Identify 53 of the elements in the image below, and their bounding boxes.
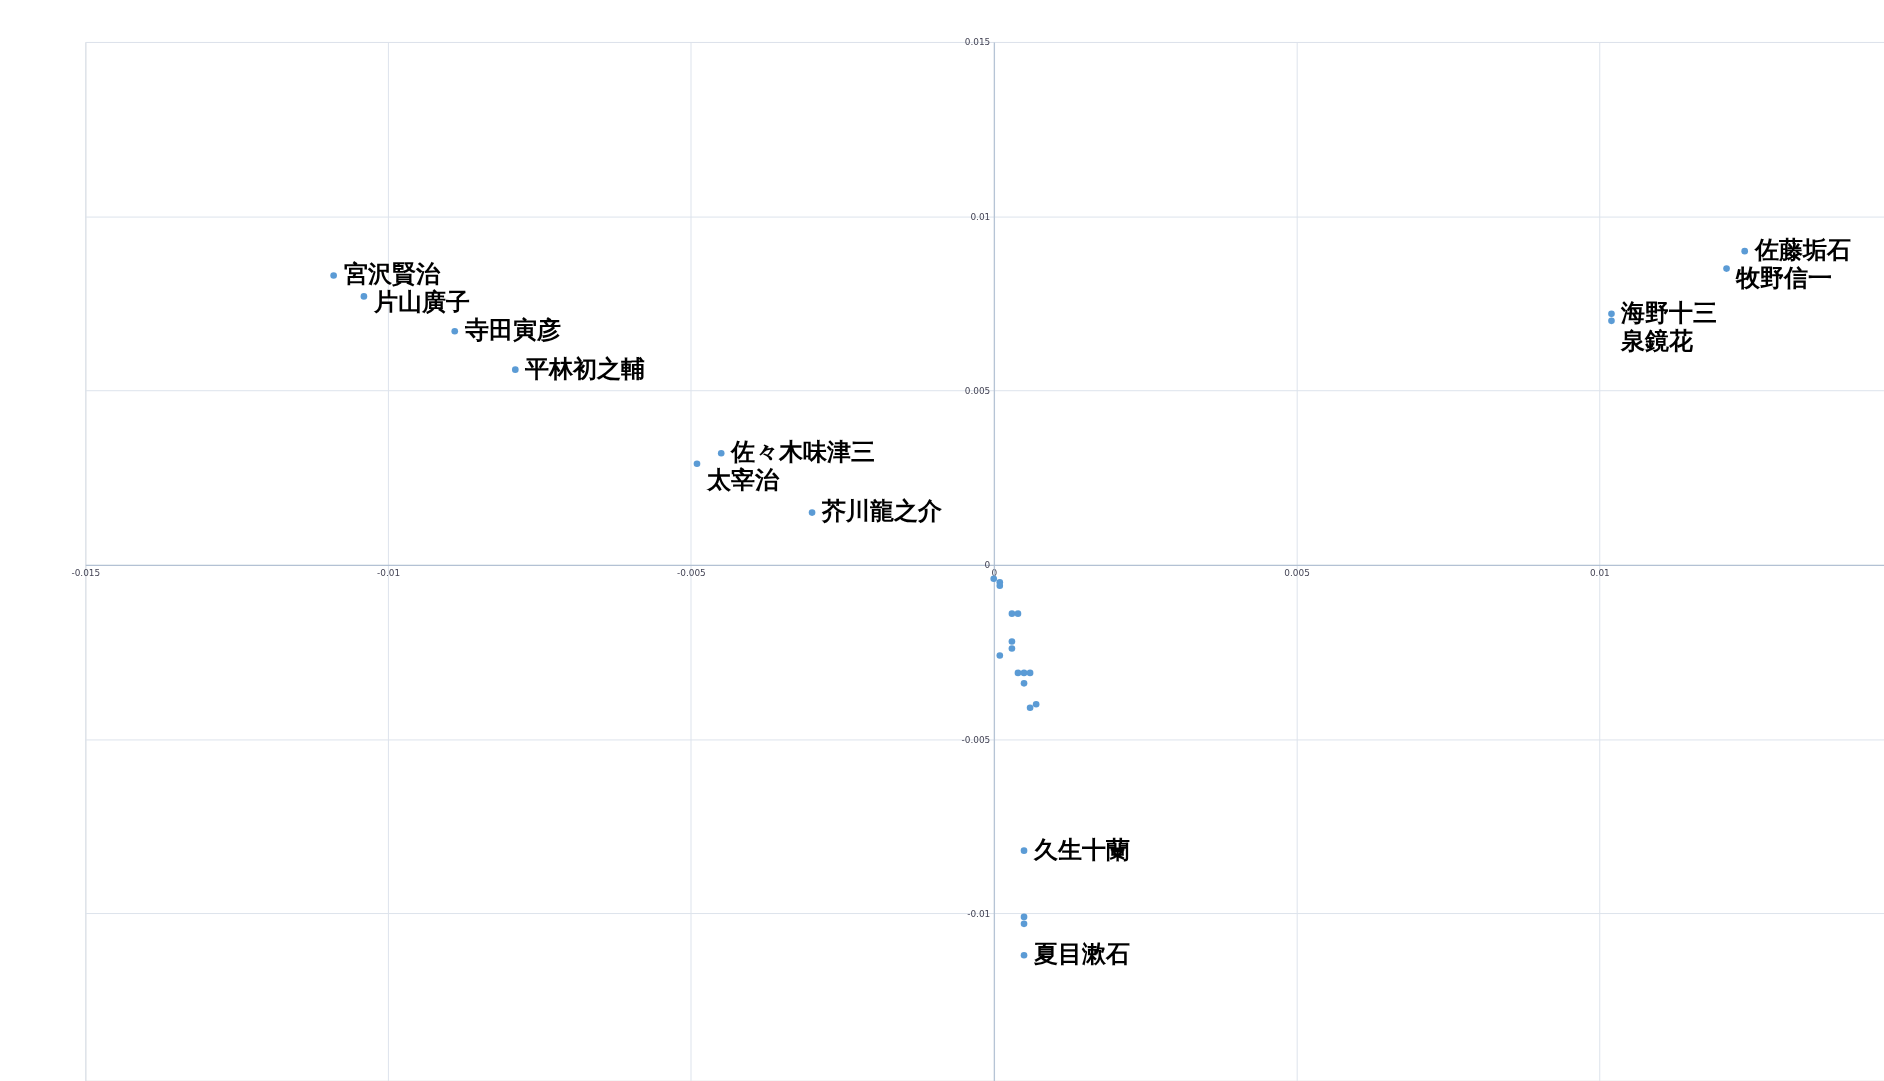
point [1008,645,1016,652]
point [1014,610,1022,617]
data-label: 佐々木味津三 [730,438,876,467]
data-label: 牧野信一 [1735,263,1833,292]
data-label: 寺田寅彦 [463,316,561,345]
point [1020,680,1028,687]
x-tick-label: -0.015 [71,568,101,579]
point [1020,913,1028,921]
x-tick-label: 0 [991,568,998,579]
point [330,272,337,279]
x-tick-label: 0.01 [1589,568,1610,579]
point [717,449,725,457]
data-label: 佐藤垢石 [1753,236,1851,265]
data-label: 平林初之輔 [524,354,646,383]
point [1020,920,1028,928]
point [996,582,1004,590]
x-tick-label: -0.01 [377,568,401,579]
data-label: 片山廣子 [372,288,470,317]
point [693,460,701,468]
point [511,366,519,373]
point [1008,610,1016,617]
point [1723,265,1730,272]
data-label: 海野十三 [1620,298,1718,327]
y-tick-label: 0.01 [970,211,991,222]
y-tick-label: 0.015 [964,37,991,48]
data-label: 久生十蘭 [1032,835,1130,864]
data-label: 泉鏡花 [1620,326,1694,355]
x-tick-label: -0.005 [677,568,706,579]
point [808,509,816,516]
point [1741,247,1749,255]
point [1026,704,1034,712]
point [1014,669,1022,677]
data-label: 芥川龍之介 [820,497,943,526]
y-tick-label: -0.01 [967,908,991,919]
y-tick-label: 0.005 [964,386,991,397]
point [1020,669,1028,677]
point [1020,847,1028,854]
point [990,575,998,583]
point [1008,638,1016,645]
point [1026,669,1034,677]
y-tick-label: 0 [984,560,991,571]
data-label: 太宰治 [705,466,780,495]
point [1608,310,1615,318]
point [1608,317,1615,325]
data-label: 宮沢賢治 [343,260,441,289]
data-label: 夏目漱石 [1032,940,1130,969]
point [1032,700,1040,708]
y-tick-label: -0.005 [961,734,991,745]
point [360,293,368,300]
point [1020,951,1028,959]
point [996,652,1004,659]
point [451,327,459,335]
x-tick-label: 0.005 [1284,568,1310,579]
